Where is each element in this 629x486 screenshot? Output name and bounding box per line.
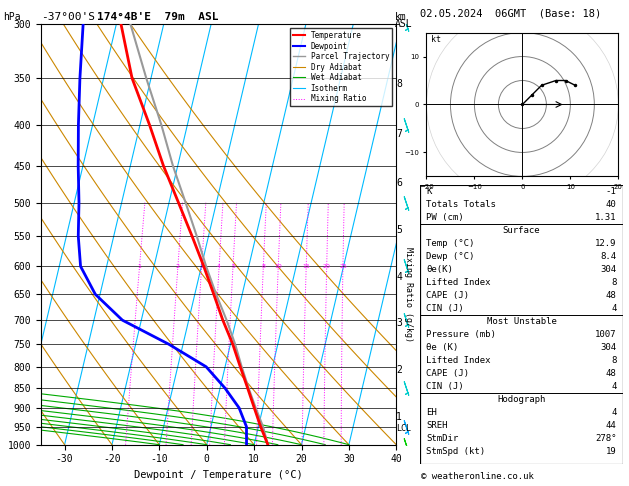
Text: StmDir: StmDir: [426, 434, 459, 443]
Text: kt: kt: [431, 35, 442, 44]
Text: 304: 304: [601, 264, 616, 274]
Text: K: K: [426, 187, 431, 196]
Text: 304: 304: [601, 343, 616, 351]
Text: 1007: 1007: [595, 330, 616, 339]
Text: Most Unstable: Most Unstable: [486, 316, 557, 326]
Text: 4: 4: [396, 272, 402, 282]
Text: 3: 3: [199, 264, 204, 269]
Text: Surface: Surface: [503, 226, 540, 235]
Text: 40: 40: [606, 200, 616, 208]
Text: 2: 2: [176, 264, 180, 269]
Text: LCL: LCL: [396, 424, 411, 433]
Text: CAPE (J): CAPE (J): [426, 291, 469, 299]
Text: km: km: [394, 12, 406, 22]
Text: 2: 2: [396, 365, 402, 375]
Text: 4: 4: [217, 264, 221, 269]
Text: 44: 44: [606, 420, 616, 430]
Text: Lifted Index: Lifted Index: [426, 356, 491, 364]
Text: StmSpd (kt): StmSpd (kt): [426, 447, 486, 455]
Text: 20: 20: [323, 264, 331, 269]
Text: hPa: hPa: [3, 12, 21, 22]
Text: 8: 8: [262, 264, 265, 269]
Text: 1: 1: [396, 412, 402, 422]
Text: Pressure (mb): Pressure (mb): [426, 330, 496, 339]
Text: Mixing Ratio (g/kg): Mixing Ratio (g/kg): [404, 247, 413, 342]
Text: 6: 6: [396, 177, 402, 188]
Text: 02.05.2024  06GMT  (Base: 18): 02.05.2024 06GMT (Base: 18): [420, 8, 601, 18]
Text: 4: 4: [611, 304, 616, 312]
Text: CIN (J): CIN (J): [426, 382, 464, 391]
Text: Totals Totals: Totals Totals: [426, 200, 496, 208]
Text: 1.31: 1.31: [595, 213, 616, 222]
Text: 19: 19: [606, 447, 616, 455]
Text: 8: 8: [396, 79, 402, 89]
Text: 278°: 278°: [595, 434, 616, 443]
Text: 8: 8: [611, 356, 616, 364]
Text: 8: 8: [611, 278, 616, 287]
Text: 174°4B'E  79m  ASL: 174°4B'E 79m ASL: [97, 12, 219, 22]
Text: 4: 4: [611, 408, 616, 417]
X-axis label: Dewpoint / Temperature (°C): Dewpoint / Temperature (°C): [134, 470, 303, 480]
Text: θe(K): θe(K): [426, 264, 453, 274]
Text: Dewp (°C): Dewp (°C): [426, 252, 475, 260]
Text: PW (cm): PW (cm): [426, 213, 464, 222]
Text: 4: 4: [611, 382, 616, 391]
Text: 15: 15: [303, 264, 310, 269]
Text: 5: 5: [231, 264, 235, 269]
Text: -1: -1: [606, 187, 616, 196]
Text: EH: EH: [426, 408, 437, 417]
Text: Temp (°C): Temp (°C): [426, 239, 475, 248]
Text: Lifted Index: Lifted Index: [426, 278, 491, 287]
Text: 10: 10: [274, 264, 282, 269]
Text: θe (K): θe (K): [426, 343, 459, 351]
Legend: Temperature, Dewpoint, Parcel Trajectory, Dry Adiabat, Wet Adiabat, Isotherm, Mi: Temperature, Dewpoint, Parcel Trajectory…: [290, 28, 392, 106]
Text: 12.9: 12.9: [595, 239, 616, 248]
Text: © weatheronline.co.uk: © weatheronline.co.uk: [421, 472, 534, 481]
Text: Hodograph: Hodograph: [498, 395, 545, 403]
Text: 3: 3: [396, 318, 402, 328]
Text: 25: 25: [339, 264, 347, 269]
Text: 5: 5: [396, 225, 402, 235]
Text: 48: 48: [606, 368, 616, 378]
Text: 48: 48: [606, 291, 616, 299]
Text: 8.4: 8.4: [601, 252, 616, 260]
Text: 1: 1: [138, 264, 142, 269]
Text: SREH: SREH: [426, 420, 448, 430]
Text: 7: 7: [396, 129, 402, 139]
Text: -37°00'S: -37°00'S: [41, 12, 95, 22]
Text: CIN (J): CIN (J): [426, 304, 464, 312]
Text: CAPE (J): CAPE (J): [426, 368, 469, 378]
Text: ASL: ASL: [394, 19, 412, 29]
